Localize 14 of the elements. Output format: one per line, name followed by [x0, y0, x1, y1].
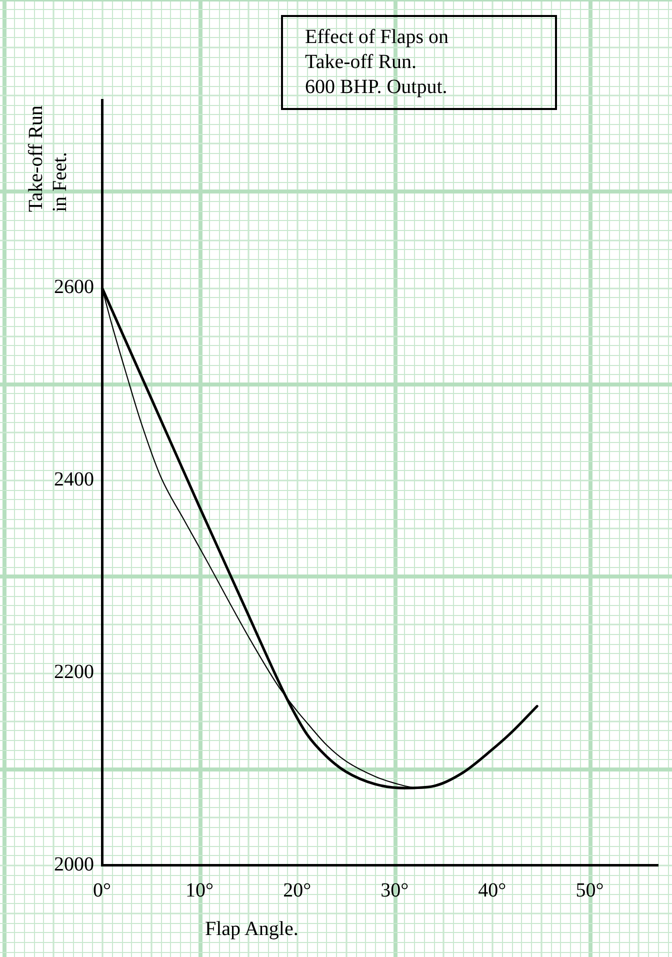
- y-axis-title: Take-off Run in Feet.: [24, 104, 72, 212]
- x-axis-title: Flap Angle.: [205, 918, 298, 941]
- chart-subtitle: 600 BHP. Output.: [305, 75, 448, 100]
- x-tick-label: 40°: [478, 879, 506, 902]
- x-tick-label: 20°: [283, 879, 312, 902]
- x-tick-label: 0°: [93, 879, 111, 902]
- x-tick-label: 50°: [576, 879, 604, 902]
- x-tick-label: 30°: [380, 879, 409, 902]
- y-tick-label: 2600: [54, 276, 94, 298]
- y-tick-label: 2000: [54, 853, 94, 876]
- y-tick-label: 2200: [54, 660, 94, 683]
- y-tick-label: 2400: [54, 468, 94, 490]
- x-tick-label: 10°: [186, 879, 214, 902]
- chart-title: Effect of Flaps on Take-off Run.: [305, 25, 450, 75]
